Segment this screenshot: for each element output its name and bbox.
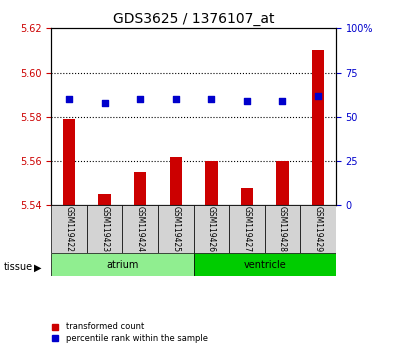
Bar (134, 172, 147, 205)
FancyBboxPatch shape (194, 253, 336, 276)
Point (137, 96, 143, 102)
Text: GSM119427: GSM119427 (243, 206, 251, 252)
Point (315, 93, 321, 98)
FancyBboxPatch shape (265, 205, 300, 253)
Point (66, 96, 72, 102)
Text: GSM119422: GSM119422 (65, 206, 73, 252)
Point (244, 98, 250, 104)
Text: atrium: atrium (106, 259, 139, 270)
Bar (276, 161, 289, 205)
Text: ventricle: ventricle (243, 259, 286, 270)
FancyBboxPatch shape (300, 205, 336, 253)
FancyBboxPatch shape (122, 205, 158, 253)
Text: GSM119423: GSM119423 (100, 206, 109, 252)
Bar (241, 188, 253, 205)
Bar (312, 50, 324, 205)
FancyBboxPatch shape (158, 205, 194, 253)
Text: GSM119424: GSM119424 (136, 206, 145, 252)
Bar (205, 161, 218, 205)
FancyBboxPatch shape (87, 205, 122, 253)
FancyBboxPatch shape (51, 253, 194, 276)
Point (208, 96, 214, 102)
Text: GSM119428: GSM119428 (278, 206, 287, 252)
Bar (63, 119, 75, 205)
FancyBboxPatch shape (51, 205, 87, 253)
Text: tissue: tissue (4, 262, 33, 272)
Legend: transformed count, percentile rank within the sample: transformed count, percentile rank withi… (44, 319, 211, 346)
FancyBboxPatch shape (194, 205, 229, 253)
Point (279, 98, 286, 104)
Text: GSM119426: GSM119426 (207, 206, 216, 252)
Title: GDS3625 / 1376107_at: GDS3625 / 1376107_at (113, 12, 274, 26)
Bar (169, 156, 182, 205)
Text: ▶: ▶ (34, 262, 41, 272)
Point (173, 96, 179, 102)
Point (102, 100, 108, 105)
FancyBboxPatch shape (229, 205, 265, 253)
Text: GSM119425: GSM119425 (171, 206, 180, 252)
Bar (98, 194, 111, 205)
Text: GSM119429: GSM119429 (314, 206, 322, 252)
